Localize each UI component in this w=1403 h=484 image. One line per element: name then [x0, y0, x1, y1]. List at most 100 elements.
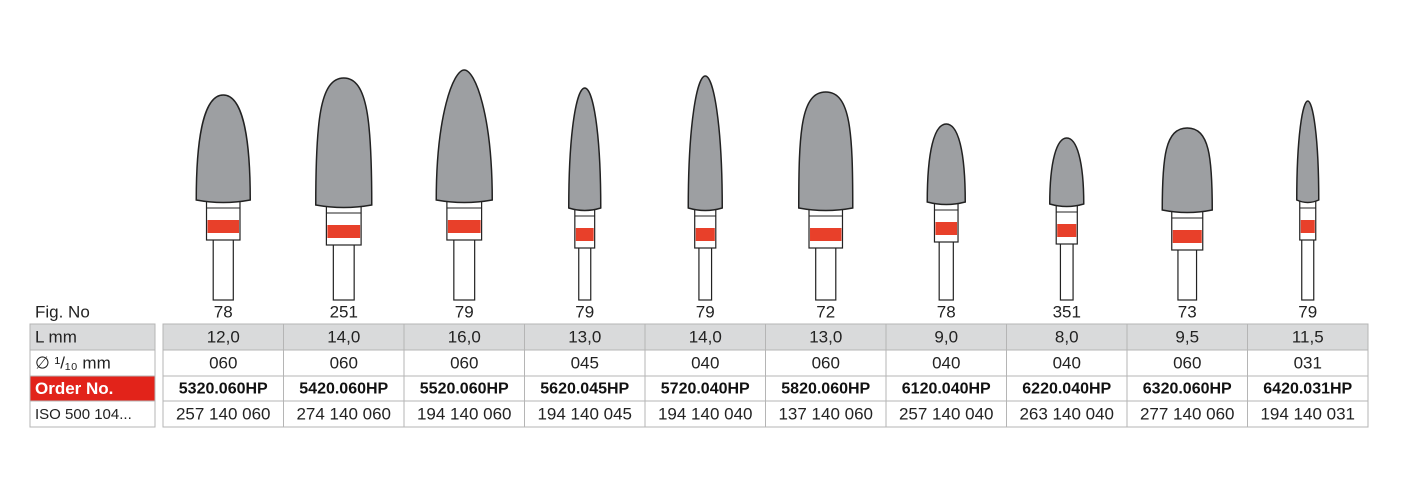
cell-value: 251 — [330, 302, 358, 321]
data-cell — [644, 323, 766, 351]
row-label: ∅ ¹/₁₀ mm — [35, 353, 111, 372]
row-label: Order No. — [35, 379, 113, 398]
bur-head — [797, 91, 854, 212]
cell-value: 11,5 — [1292, 327, 1324, 346]
cell-value: 194 140 031 — [1260, 404, 1355, 423]
cell-value: 12,0 — [207, 327, 240, 346]
data-cell — [162, 323, 284, 351]
label-cell — [29, 349, 156, 377]
cell-value: 78 — [214, 302, 233, 321]
data-cell — [1247, 400, 1369, 428]
data-cell — [644, 375, 766, 402]
data-cell — [765, 400, 887, 428]
bur-head — [567, 87, 602, 212]
data-cell — [403, 375, 525, 402]
data-cell — [885, 400, 1007, 428]
cell-value: 79 — [575, 302, 594, 321]
bur-band — [1172, 230, 1202, 243]
cell-value: 13,0 — [568, 327, 601, 346]
cell-value: 274 140 060 — [296, 404, 391, 423]
bur-head — [435, 69, 494, 204]
bur-band — [207, 220, 239, 233]
cell-value: 6120.040HP — [902, 381, 991, 398]
cell-value: 031 — [1294, 353, 1322, 372]
cell-value: 14,0 — [689, 327, 722, 346]
cell-value: 040 — [932, 353, 960, 372]
cell-value: 060 — [1173, 353, 1201, 372]
cell-value: 8,0 — [1055, 327, 1079, 346]
cell-value: 060 — [812, 353, 840, 372]
data-cell — [1247, 323, 1369, 351]
label-cell — [29, 323, 156, 351]
data-cell — [1006, 323, 1128, 351]
cell-value: 79 — [696, 302, 715, 321]
bur-band — [1300, 220, 1315, 233]
bur-band — [695, 228, 715, 241]
bur-head — [1295, 100, 1320, 204]
row-label: L mm — [35, 327, 77, 346]
cell-value: 79 — [1298, 302, 1317, 321]
data-cell — [1247, 349, 1369, 377]
row-label: Fig. No — [35, 302, 90, 321]
data-cell — [885, 375, 1007, 402]
cell-value: 5820.060HP — [781, 381, 870, 398]
data-cell — [524, 323, 646, 351]
cell-value: 5620.045HP — [540, 381, 629, 398]
data-cell — [1006, 400, 1128, 428]
label-cell — [29, 375, 156, 402]
cell-value: 257 140 040 — [899, 404, 994, 423]
cell-value: 6220.040HP — [1022, 381, 1111, 398]
data-cell — [524, 400, 646, 428]
data-cell — [765, 375, 887, 402]
data-cell — [1006, 375, 1128, 402]
cell-value: 351 — [1053, 302, 1081, 321]
cell-value: 5320.060HP — [179, 381, 268, 398]
bur-head — [926, 123, 967, 206]
bur-head — [195, 94, 252, 204]
data-cell — [1126, 349, 1248, 377]
cell-value: 14,0 — [327, 327, 360, 346]
cell-value: 5420.060HP — [299, 381, 388, 398]
cell-value: 13,0 — [809, 327, 842, 346]
cell-value: 060 — [209, 353, 237, 372]
data-cell — [1126, 400, 1248, 428]
cell-value: 277 140 060 — [1140, 404, 1235, 423]
bur-band — [575, 228, 594, 241]
cell-value: 194 140 045 — [537, 404, 632, 423]
cell-value: 040 — [1053, 353, 1081, 372]
label-cell — [29, 400, 156, 428]
data-cell — [162, 375, 284, 402]
cell-value: 040 — [691, 353, 719, 372]
cell-value: 194 140 060 — [417, 404, 512, 423]
cell-value: 137 140 060 — [778, 404, 873, 423]
data-cell — [403, 400, 525, 428]
cell-value: 194 140 040 — [658, 404, 753, 423]
cell-value: 045 — [571, 353, 599, 372]
bur-band — [810, 228, 842, 241]
cell-value: 72 — [816, 302, 835, 321]
cell-value: 5720.040HP — [661, 381, 750, 398]
data-cell — [403, 323, 525, 351]
data-cell — [283, 400, 405, 428]
bur-head — [314, 77, 373, 209]
bur-band — [327, 225, 361, 238]
cell-value: 6420.031HP — [1263, 381, 1352, 398]
bur-head — [1161, 127, 1214, 214]
row-label: ISO 500 104... — [35, 406, 132, 423]
data-cell — [162, 349, 284, 377]
bur-band — [1057, 224, 1077, 237]
cell-value: 263 140 040 — [1019, 404, 1114, 423]
cell-value: 257 140 060 — [176, 404, 271, 423]
cell-value: 78 — [937, 302, 956, 321]
cell-value: 060 — [450, 353, 478, 372]
data-cell — [765, 323, 887, 351]
data-cell — [524, 375, 646, 402]
cell-value: 79 — [455, 302, 474, 321]
cell-value: 9,0 — [934, 327, 958, 346]
data-cell — [644, 400, 766, 428]
data-cell — [1126, 375, 1248, 402]
bur-band — [935, 222, 958, 235]
data-cell — [283, 349, 405, 377]
bur-band — [447, 220, 481, 233]
